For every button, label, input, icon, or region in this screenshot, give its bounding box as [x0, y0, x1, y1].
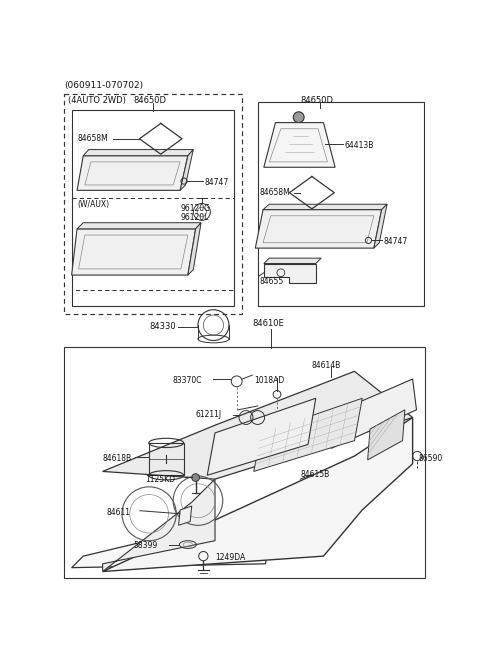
Text: 84747: 84747 — [383, 237, 408, 247]
Text: 84747: 84747 — [205, 178, 229, 187]
Polygon shape — [83, 150, 193, 155]
Text: 1249DA: 1249DA — [215, 553, 245, 562]
Text: (060911-070702): (060911-070702) — [64, 81, 143, 90]
Circle shape — [192, 474, 200, 482]
Text: 86590: 86590 — [419, 455, 443, 464]
Text: 84615B: 84615B — [300, 470, 329, 479]
Polygon shape — [264, 264, 316, 283]
Polygon shape — [77, 222, 201, 229]
Text: 84658M: 84658M — [77, 134, 108, 143]
Polygon shape — [77, 155, 188, 190]
Polygon shape — [72, 229, 196, 275]
Polygon shape — [324, 379, 417, 448]
Text: 84610E: 84610E — [252, 319, 284, 328]
Polygon shape — [254, 398, 362, 472]
Polygon shape — [374, 204, 387, 248]
Text: 84614B: 84614B — [312, 361, 341, 369]
Text: 84650D: 84650D — [300, 96, 333, 105]
Text: 96120G: 96120G — [180, 204, 210, 213]
Text: 84330: 84330 — [149, 322, 176, 331]
Polygon shape — [264, 123, 335, 167]
Text: 84658M: 84658M — [260, 188, 291, 197]
Bar — [64, 94, 242, 314]
Bar — [72, 198, 234, 291]
Polygon shape — [263, 204, 387, 210]
Polygon shape — [103, 371, 413, 479]
Polygon shape — [103, 417, 413, 571]
Text: 83370C: 83370C — [172, 376, 202, 385]
Text: (W/AUX): (W/AUX) — [77, 199, 109, 209]
Circle shape — [293, 112, 304, 123]
Text: 1125KD: 1125KD — [145, 474, 175, 483]
Polygon shape — [255, 210, 382, 248]
Polygon shape — [179, 506, 192, 525]
Text: 84650D: 84650D — [133, 96, 167, 105]
Polygon shape — [207, 398, 316, 475]
Text: 58399: 58399 — [133, 541, 158, 550]
Polygon shape — [72, 510, 277, 567]
Polygon shape — [103, 479, 215, 571]
Bar — [72, 110, 234, 306]
Bar — [64, 346, 425, 578]
Text: 84655: 84655 — [259, 277, 283, 287]
Polygon shape — [188, 222, 201, 275]
Text: (4AUTO 2WD): (4AUTO 2WD) — [68, 96, 126, 105]
Text: 96120L: 96120L — [180, 213, 208, 222]
Text: 1018AD: 1018AD — [254, 376, 284, 385]
Polygon shape — [264, 258, 321, 264]
Text: 64413B: 64413B — [345, 141, 374, 150]
Text: 61211J: 61211J — [196, 410, 222, 419]
Polygon shape — [368, 410, 405, 460]
Polygon shape — [180, 150, 193, 190]
Bar — [149, 443, 184, 475]
Text: 84611: 84611 — [107, 508, 131, 518]
Bar — [258, 102, 424, 306]
Text: 84618B: 84618B — [103, 455, 132, 464]
